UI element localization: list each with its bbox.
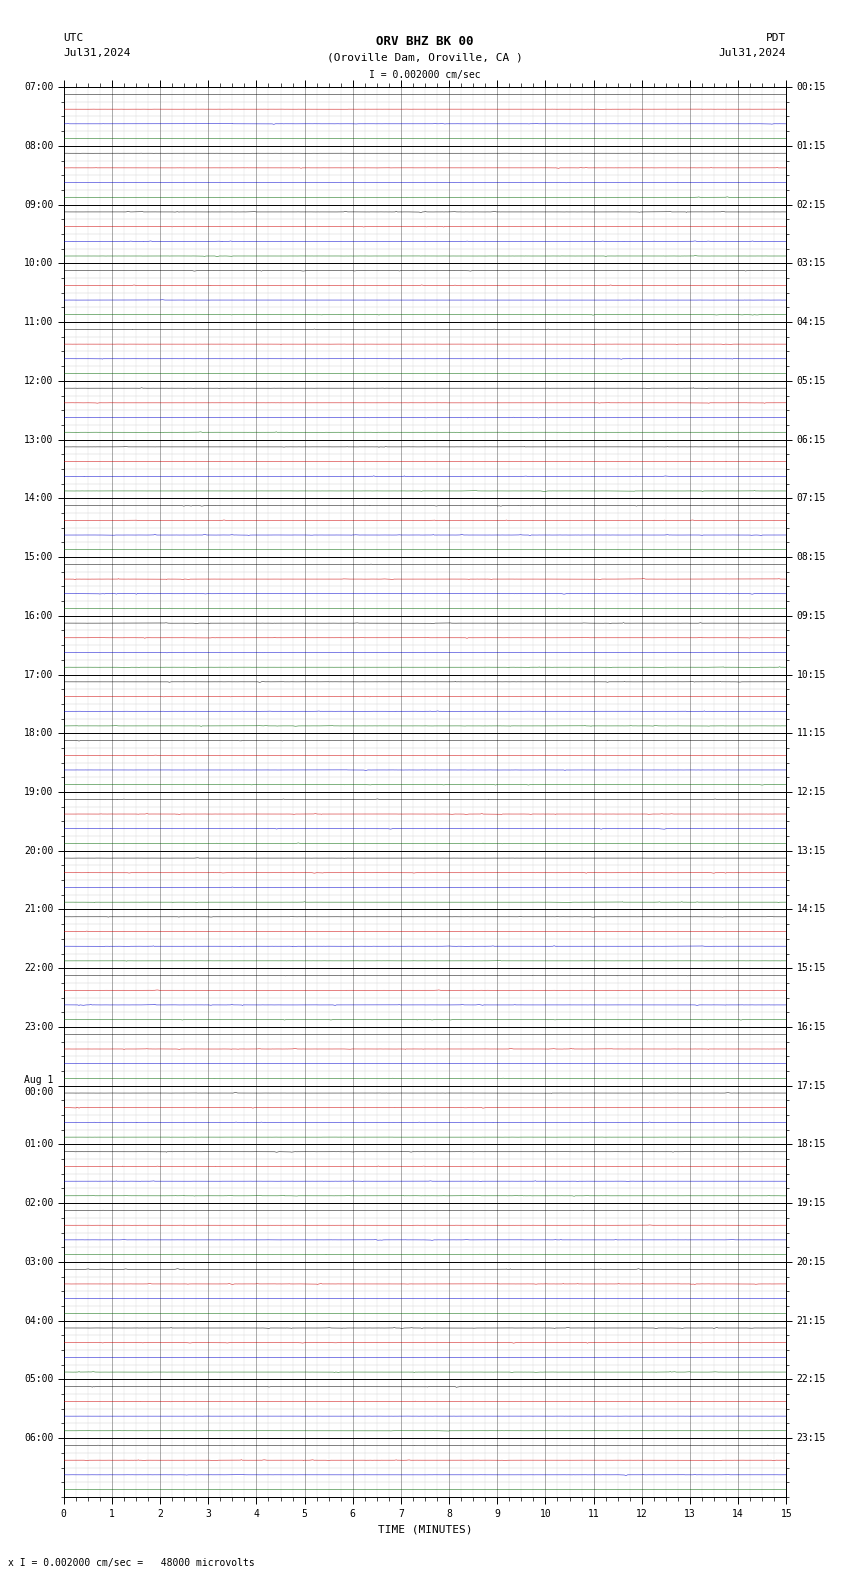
Text: Jul31,2024: Jul31,2024 <box>719 48 786 57</box>
Text: UTC: UTC <box>64 33 84 43</box>
Text: ORV BHZ BK 00: ORV BHZ BK 00 <box>377 35 473 48</box>
Text: (Oroville Dam, Oroville, CA ): (Oroville Dam, Oroville, CA ) <box>327 52 523 62</box>
X-axis label: TIME (MINUTES): TIME (MINUTES) <box>377 1524 473 1535</box>
Text: I = 0.002000 cm/sec: I = 0.002000 cm/sec <box>369 70 481 79</box>
Text: x I = 0.002000 cm/sec =   48000 microvolts: x I = 0.002000 cm/sec = 48000 microvolts <box>8 1559 255 1568</box>
Text: Jul31,2024: Jul31,2024 <box>64 48 131 57</box>
Text: PDT: PDT <box>766 33 786 43</box>
